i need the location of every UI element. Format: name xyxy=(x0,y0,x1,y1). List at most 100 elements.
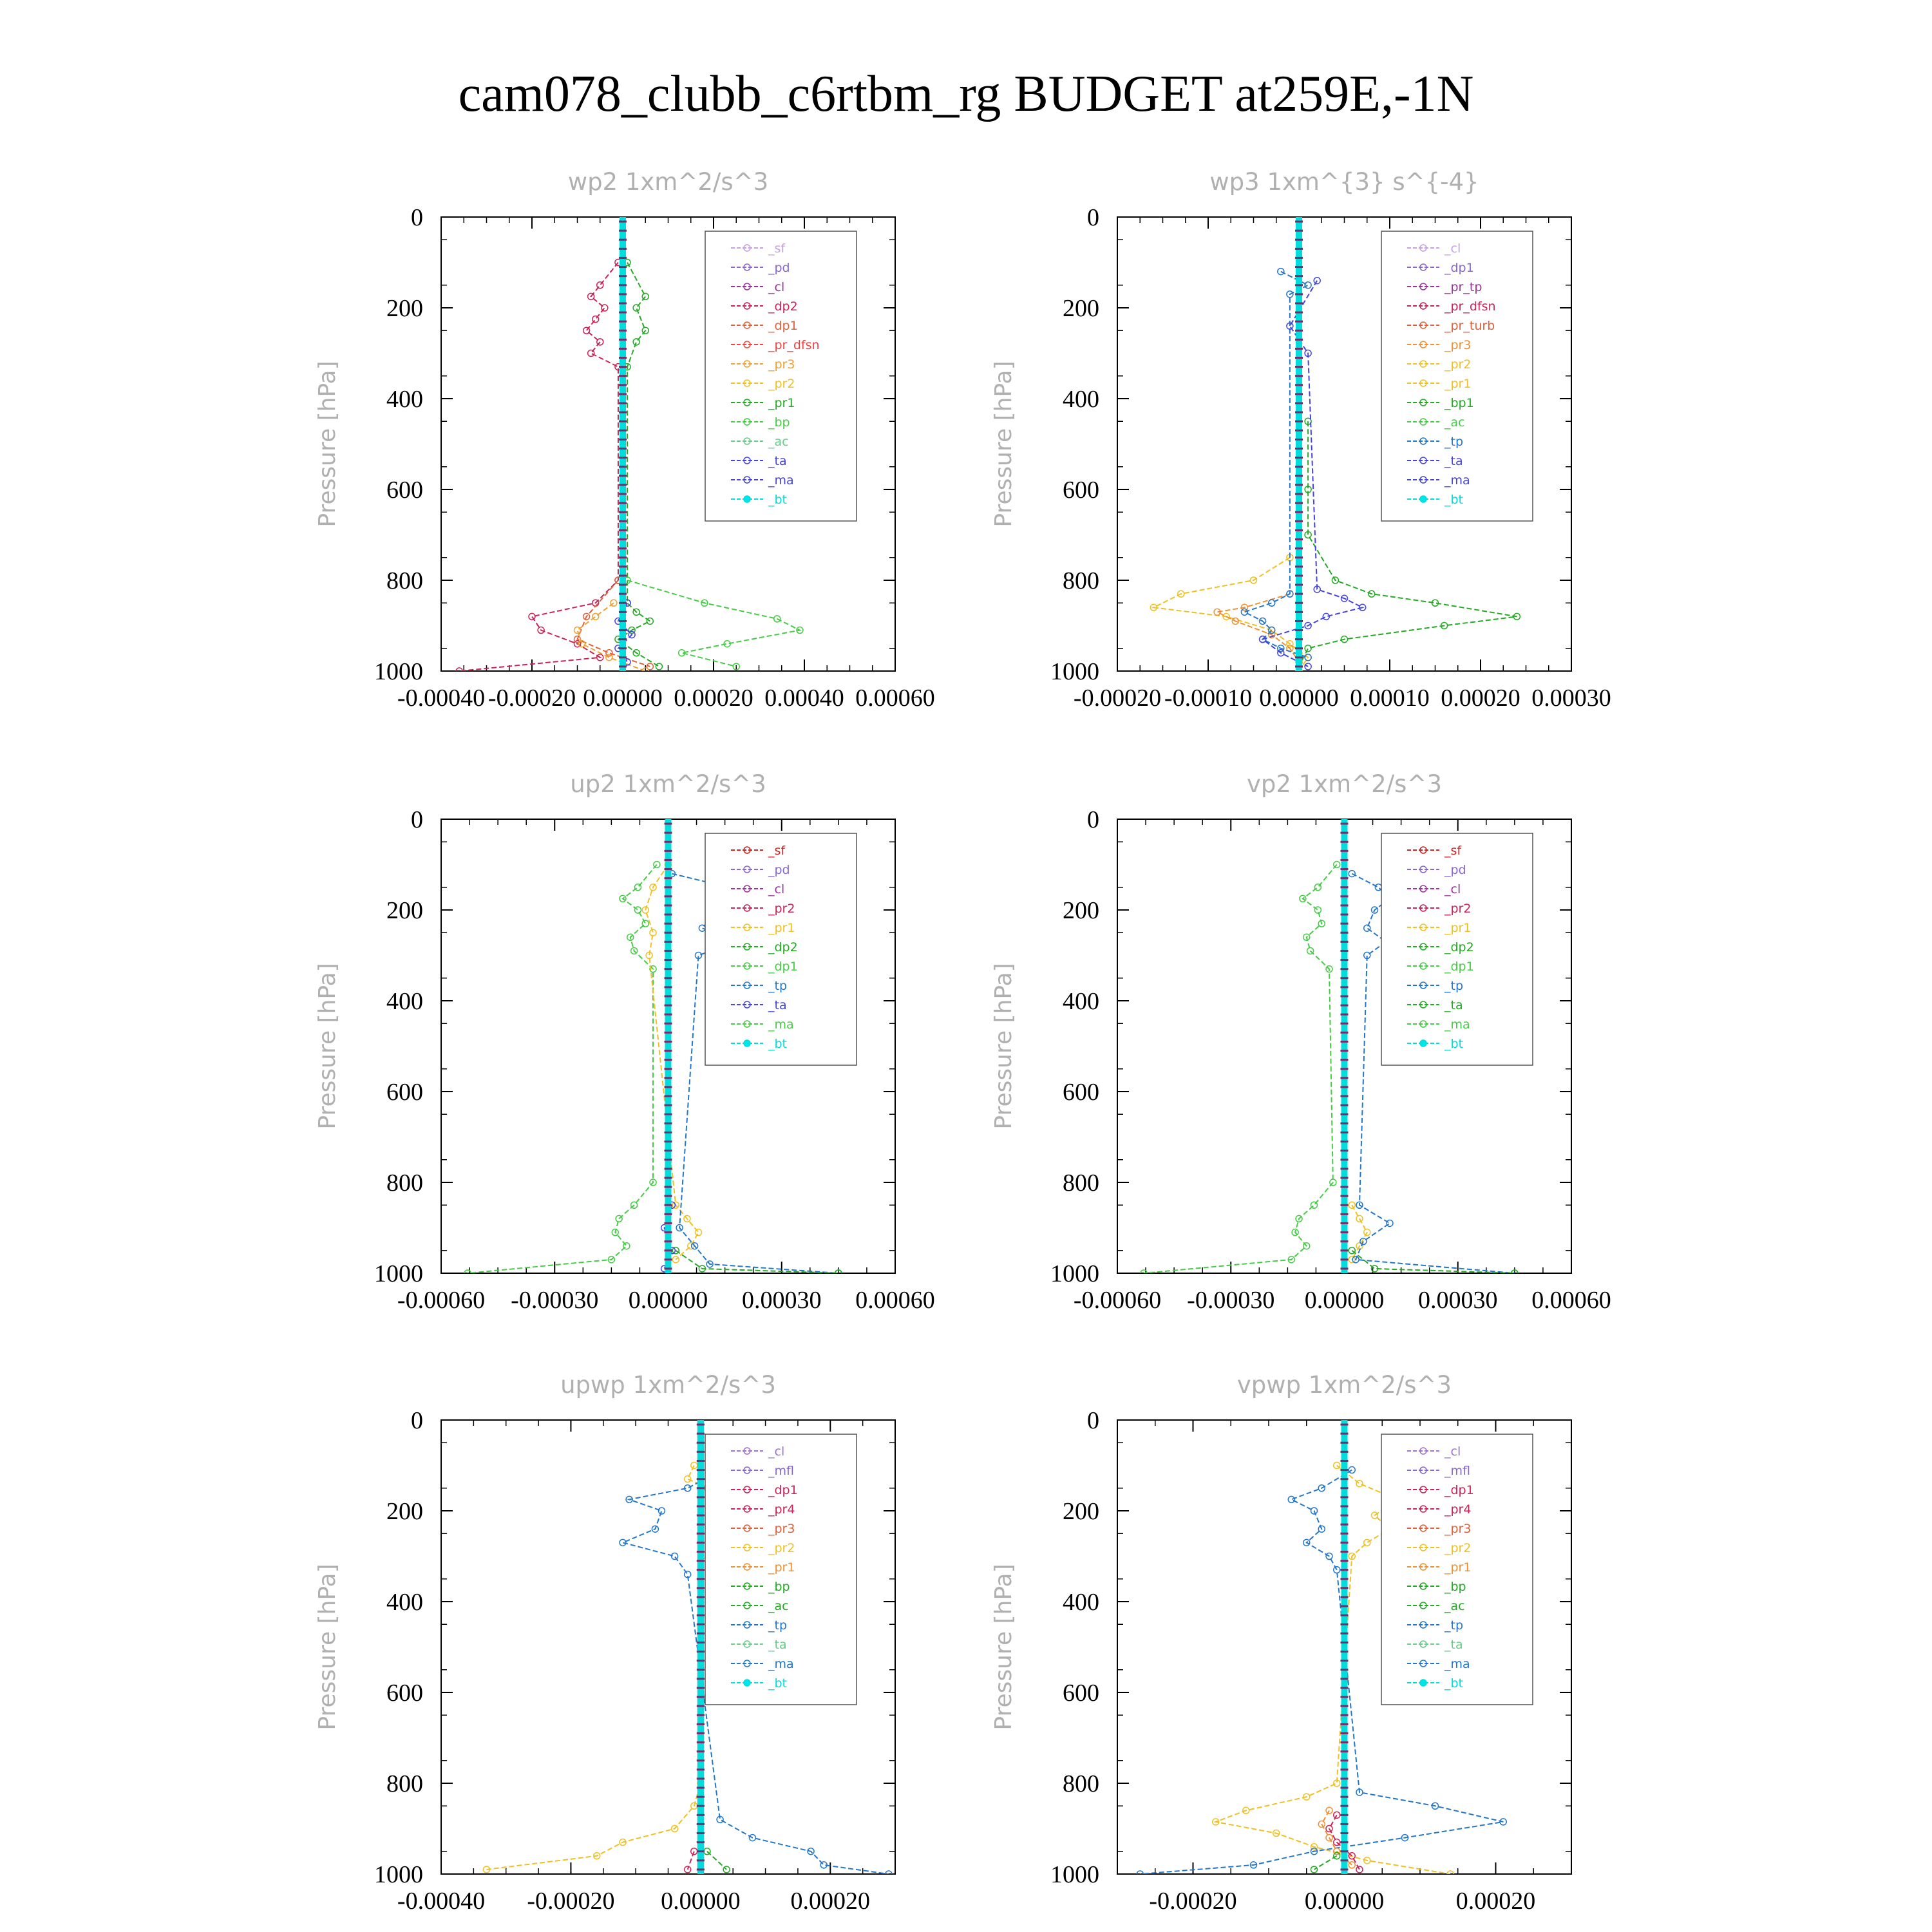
series-marker-_pr3 xyxy=(1213,608,1221,616)
series-marker-_tp xyxy=(683,1484,692,1492)
legend-marker xyxy=(1419,1621,1427,1629)
series-line-_dp1 xyxy=(1144,864,1338,1273)
y-tick-label: 200 xyxy=(1063,897,1099,924)
series-marker-_tp xyxy=(1286,590,1294,598)
legend-marker xyxy=(743,1505,751,1513)
series-marker-_dp1 xyxy=(1333,1838,1341,1846)
legend-marker xyxy=(743,1621,751,1629)
series-line-_bp xyxy=(706,1851,727,1870)
series-marker-_dp2 xyxy=(601,304,609,312)
series-line-_tp xyxy=(620,1473,889,1874)
series-line-_tp xyxy=(672,873,838,1273)
legend: _sf _pd _cl _dp2 _dp1 _pr_dfsn _pr3 _pr2 _pr1 _bp… xyxy=(705,231,857,522)
legend-label: _cl xyxy=(768,280,784,294)
figure-title: cam078_clubb_c6rtbm_rg BUDGET at259E,-1N xyxy=(459,66,1474,122)
series-marker-_pr1 xyxy=(672,1201,679,1209)
series-marker-_dp1 xyxy=(1314,906,1322,914)
series-marker-_pr2 xyxy=(1356,1479,1363,1488)
legend-label: _bp1 xyxy=(1444,396,1474,410)
series-marker-_dp1 xyxy=(634,884,642,891)
series-marker-_dp2 xyxy=(835,1269,842,1273)
series-marker-_dp2 xyxy=(587,349,595,357)
series-marker-_pr2 xyxy=(1348,1552,1356,1560)
series-line-_ta xyxy=(1261,280,1365,667)
series-marker-_tp xyxy=(1363,924,1371,932)
series-marker-_tp xyxy=(698,924,706,932)
series-line-_dp2 xyxy=(675,1249,838,1273)
y-tick-label: 400 xyxy=(386,1589,423,1616)
legend-marker xyxy=(1419,495,1427,503)
legend-marker xyxy=(1419,1640,1427,1648)
legend-label: _bp xyxy=(768,415,790,430)
series-marker-_bp xyxy=(723,1866,730,1873)
y-tick-label: 200 xyxy=(1063,1498,1099,1525)
legend-label: _pr3 xyxy=(1444,1522,1471,1536)
legend-label: _pr1 xyxy=(768,396,795,410)
y-axis-label: Pressure [hPa] xyxy=(990,963,1017,1129)
y-tick-label: 1000 xyxy=(1050,658,1099,685)
series-group xyxy=(464,819,842,1273)
series-marker-_dp1 xyxy=(1303,933,1311,942)
legend-label: _ma xyxy=(1444,1657,1470,1671)
series-marker-_dp1 xyxy=(653,860,661,869)
y-tick-label: 0 xyxy=(1087,1407,1099,1434)
y-tick-label: 400 xyxy=(1063,988,1099,1015)
legend-marker xyxy=(1419,379,1427,387)
legend-marker xyxy=(743,1020,751,1028)
legend-label: _pd xyxy=(768,261,790,275)
x-tick-label: 0.00020 xyxy=(1441,685,1520,712)
series-marker-_pr2 xyxy=(670,1824,679,1833)
x-tick-label: 0.00000 xyxy=(629,1287,708,1314)
legend-marker xyxy=(1419,457,1427,464)
panel-5: vpwp 1xm^2/s^3 Pressure [hPa] 0 200 400 600 80… xyxy=(990,1371,1572,1915)
series-marker-_tp xyxy=(1277,267,1285,276)
x-tick-label: 0.00060 xyxy=(855,685,935,712)
series-marker-_dp2 xyxy=(596,654,604,661)
legend-marker xyxy=(1419,1563,1427,1571)
series-marker-_dp1 xyxy=(615,1215,623,1223)
series-marker-_dp1 xyxy=(1325,965,1333,973)
legend-marker xyxy=(1419,1679,1427,1687)
legend: _sf _pd _cl _pr2 _pr1 _dp2 _dp1 _tp _ta _ma _bt xyxy=(1381,833,1533,1066)
y-tick-label: 0 xyxy=(1087,806,1099,833)
legend-label: _dp1 xyxy=(1444,960,1474,974)
series-marker-_tp xyxy=(1359,1237,1367,1245)
legend-marker xyxy=(743,321,751,329)
legend-label: _pd xyxy=(768,863,790,877)
series-marker-_pr2 xyxy=(1273,1829,1280,1837)
legend-label: _pr1 xyxy=(1444,377,1471,391)
legend-marker xyxy=(743,244,751,252)
series-marker-_bp1 xyxy=(1304,486,1312,493)
legend-marker xyxy=(1419,1602,1427,1609)
legend-marker xyxy=(1419,1660,1427,1667)
legend-marker xyxy=(743,283,751,290)
series-marker-_pr1 xyxy=(1318,1820,1325,1828)
series-marker-_bp xyxy=(1333,1852,1341,1860)
series-marker-_pr1 xyxy=(632,338,640,346)
legend-label: _ac xyxy=(1444,415,1465,430)
legend-marker xyxy=(1419,1582,1427,1590)
legend: _cl _mfl _dp1 _pr4 _pr3 _pr2 _pr1 _bp _ac _tp _ta _… xyxy=(705,1434,857,1705)
y-tick-label: 400 xyxy=(386,988,423,1015)
legend-marker xyxy=(743,1524,751,1532)
legend-marker xyxy=(743,1679,751,1687)
legend-label: _cl xyxy=(1444,1444,1461,1459)
series-marker-_pr3 xyxy=(591,612,600,621)
legend-marker xyxy=(1419,321,1427,329)
y-tick-label: 200 xyxy=(386,295,423,322)
legend-marker xyxy=(743,943,751,951)
series-marker-_bp xyxy=(701,599,708,607)
series-marker-_dp1 xyxy=(1333,860,1341,869)
legend-marker xyxy=(1419,1486,1427,1493)
legend-label: _ma xyxy=(1444,1018,1470,1032)
legend-marker xyxy=(743,1544,751,1551)
legend-label: _pr_turb xyxy=(1444,319,1495,333)
series-marker-_tp xyxy=(625,1495,633,1504)
series-marker-_pr1 xyxy=(646,617,654,625)
series-marker-_tp xyxy=(690,1242,699,1250)
legend-marker xyxy=(743,1486,751,1493)
series-marker-_dp1 xyxy=(1314,884,1322,891)
series-marker-_pr3 xyxy=(641,667,649,671)
y-axis-label: Pressure [hPa] xyxy=(314,963,341,1129)
series-marker-_bp xyxy=(1310,1866,1318,1873)
